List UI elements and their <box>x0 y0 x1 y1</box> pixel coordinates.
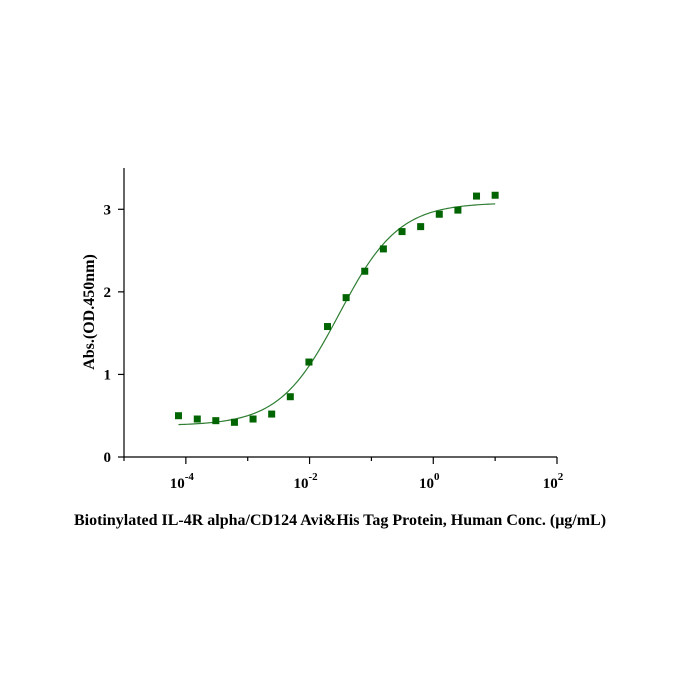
x-tick-label: 10-4 <box>170 471 195 492</box>
data-point <box>379 245 387 253</box>
data-point <box>193 415 201 423</box>
data-point <box>473 192 481 200</box>
fit-curve-layer <box>178 203 496 426</box>
data-points-layer <box>174 191 499 426</box>
data-point <box>361 267 369 275</box>
y-tick-label: 3 <box>104 202 112 218</box>
x-tick-label: 10-2 <box>293 471 318 492</box>
data-point <box>398 228 406 236</box>
x-tick-exponent: 0 <box>434 471 440 483</box>
data-point <box>324 323 332 331</box>
axes: 0 1 2 3 10-4 10-2 100 102 <box>104 168 564 492</box>
data-point <box>342 294 350 302</box>
x-tick-exponent: -2 <box>308 471 318 483</box>
y-tick-label: 1 <box>104 367 112 383</box>
data-point <box>417 223 425 231</box>
data-point <box>454 206 462 214</box>
fit-curve <box>178 203 496 426</box>
data-point <box>174 412 182 420</box>
data-point <box>305 358 313 366</box>
data-point <box>491 191 499 199</box>
data-point <box>212 417 220 425</box>
data-point <box>435 210 443 218</box>
x-tick-exponent: -4 <box>185 471 195 483</box>
x-axis-title: Biotinylated IL-4R alpha/CD124 Avi&His T… <box>74 512 606 529</box>
y-tick-label: 0 <box>104 450 112 466</box>
x-tick-label: 102 <box>543 471 564 492</box>
y-axis-title: Abs.(OD.450nm) <box>81 254 98 370</box>
data-point <box>286 393 294 401</box>
y-tick-label: 2 <box>104 285 112 301</box>
x-tick-exponent: 2 <box>558 471 564 483</box>
data-point <box>268 410 276 418</box>
data-point <box>230 418 238 426</box>
x-tick-label: 100 <box>419 471 440 492</box>
data-point <box>249 415 257 423</box>
